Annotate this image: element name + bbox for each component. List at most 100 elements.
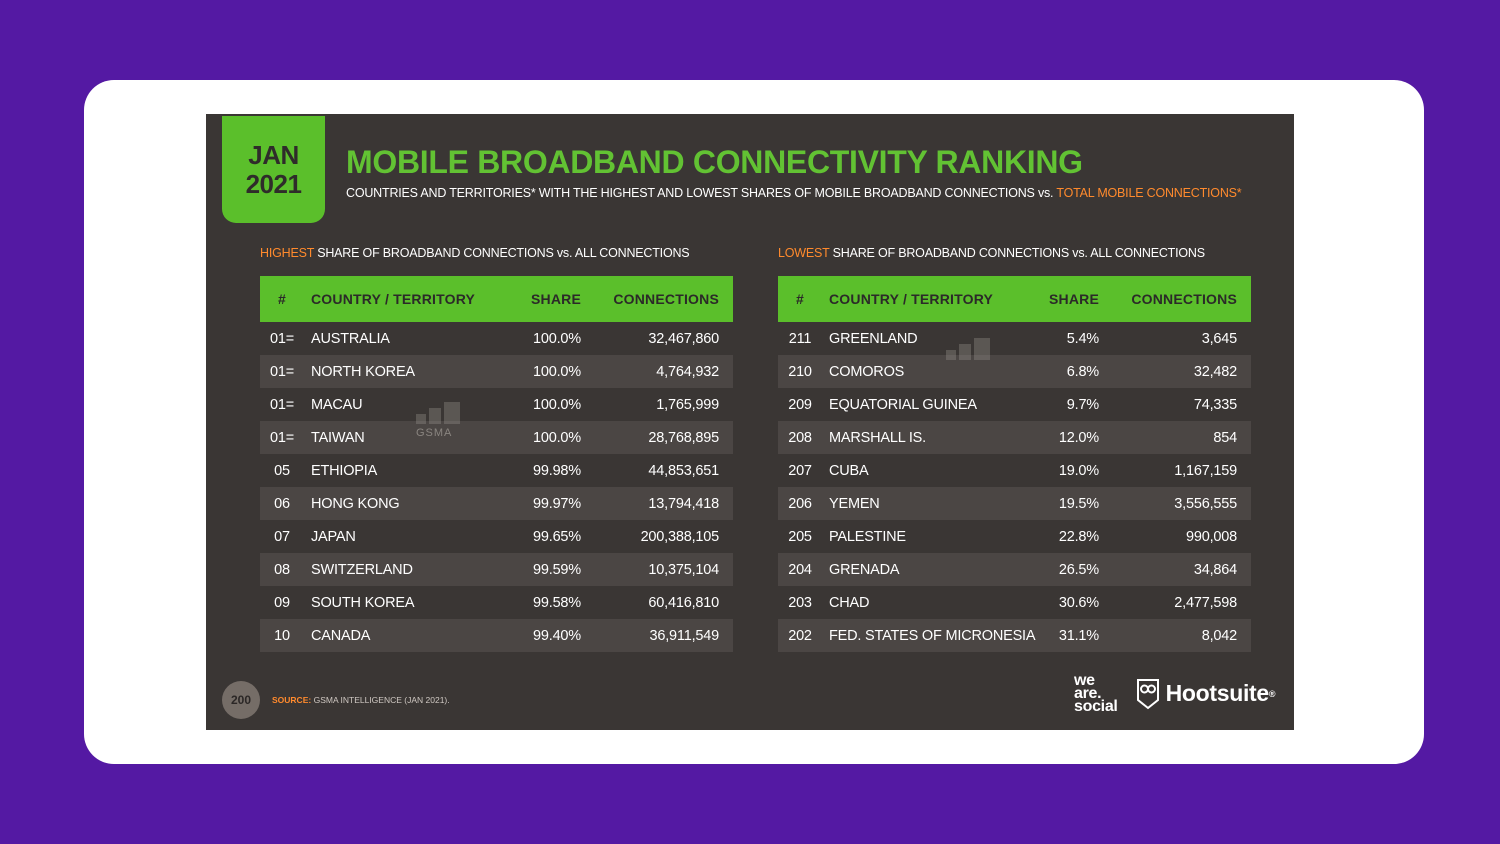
row-connections: 36,911,549	[649, 627, 720, 644]
table-row: 01= MACAU 100.0% 1,765,999	[260, 388, 733, 421]
row-country: PALESTINE	[829, 528, 906, 545]
we-are-social-word-we: we	[1074, 672, 1095, 689]
table-row: 209 EQUATORIAL GUINEA 9.7% 74,335	[778, 388, 1251, 421]
table-row: 06 HONG KONG 99.97% 13,794,418	[260, 487, 733, 520]
table-row: 207 CUBA 19.0% 1,167,159	[778, 454, 1251, 487]
owl-icon	[1136, 678, 1159, 709]
row-share: 99.65%	[533, 528, 581, 545]
row-connections: 3,645	[1201, 330, 1237, 347]
row-share: 99.40%	[533, 627, 581, 644]
lowest-label-rest: SHARE OF BROADBAND CONNECTIONS vs. ALL C…	[829, 246, 1205, 260]
header-connections: CONNECTIONS	[613, 291, 719, 307]
row-connections: 60,416,810	[648, 594, 719, 611]
gsma-watermark-icon	[946, 338, 990, 360]
row-rank: 206	[788, 495, 812, 512]
table-row: 08 SWITZERLAND 99.59% 10,375,104	[260, 553, 733, 586]
header-share: SHARE	[1048, 291, 1099, 307]
table-row: 208 MARSHALL IS. 12.0% 854	[778, 421, 1251, 454]
row-connections: 3,556,555	[1174, 495, 1237, 512]
row-country: TAIWAN	[311, 429, 365, 446]
highest-label-accent: HIGHEST	[260, 246, 314, 260]
row-connections: 8,042	[1201, 627, 1237, 644]
row-connections: 990,008	[1185, 528, 1237, 545]
row-country: MARSHALL IS.	[829, 429, 926, 446]
row-rank: 08	[274, 561, 290, 578]
brand-logos: we are. social Hootsuite ®	[1074, 672, 1276, 715]
table-row: 206 YEMEN 19.5% 3,556,555	[778, 487, 1251, 520]
row-connections: 10,375,104	[648, 561, 719, 578]
row-share: 30.6%	[1058, 594, 1099, 611]
table-row: 05 ETHIOPIA 99.98% 44,853,651	[260, 454, 733, 487]
row-rank: 01=	[270, 429, 294, 446]
row-country: CANADA	[311, 627, 371, 644]
hootsuite-logo: Hootsuite ®	[1136, 678, 1276, 710]
header-share: SHARE	[530, 291, 581, 307]
table-row: 07 JAPAN 99.65% 200,388,105	[260, 520, 733, 553]
row-share: 5.4%	[1066, 330, 1099, 347]
we-are-social-logo: we are. social	[1074, 672, 1118, 715]
row-connections: 34,864	[1193, 561, 1237, 578]
table-row: 211 GREENLAND 5.4% 3,645	[778, 322, 1251, 355]
table-row: 10 CANADA 99.40% 36,911,549	[260, 619, 733, 652]
row-share: 99.97%	[533, 495, 581, 512]
table-header: # COUNTRY / TERRITORY SHARE CONNECTIONS	[260, 276, 733, 322]
lowest-table: # COUNTRY / TERRITORY SHARE CONNECTIONS …	[778, 276, 1251, 652]
row-connections: 854	[1213, 429, 1237, 446]
row-rank: 09	[274, 594, 290, 611]
row-connections: 13,794,418	[648, 495, 719, 512]
row-connections: 32,467,860	[648, 330, 719, 347]
row-share: 99.98%	[533, 462, 581, 479]
row-share: 19.0%	[1058, 462, 1099, 479]
row-country: GREENLAND	[829, 330, 918, 347]
lowest-section-label: LOWEST SHARE OF BROADBAND CONNECTIONS vs…	[778, 246, 1205, 260]
row-country: NORTH KOREA	[311, 363, 415, 380]
table-row: 09 SOUTH KOREA 99.58% 60,416,810	[260, 586, 733, 619]
row-rank: 01=	[270, 330, 294, 347]
row-connections: 1,765,999	[656, 396, 719, 413]
row-country: CHAD	[829, 594, 870, 611]
row-rank: 06	[274, 495, 290, 512]
table-row: 01= TAIWAN 100.0% 28,768,895	[260, 421, 733, 454]
row-share: 6.8%	[1066, 363, 1099, 380]
header-rank: #	[278, 291, 286, 307]
gsma-watermark-icon	[416, 402, 460, 424]
highest-label-rest: SHARE OF BROADBAND CONNECTIONS vs. ALL C…	[313, 246, 690, 260]
row-rank: 207	[788, 462, 812, 479]
date-badge: JAN 2021	[222, 116, 325, 223]
table-row: 204 GRENADA 26.5% 34,864	[778, 553, 1251, 586]
row-rank: 208	[788, 429, 812, 446]
row-connections: 32,482	[1193, 363, 1237, 380]
source-note: SOURCE: GSMA INTELLIGENCE (JAN 2021).	[272, 695, 450, 705]
row-connections: 4,764,932	[656, 363, 719, 380]
table-row: 202 FED. STATES OF MICRONESIA 31.1% 8,042	[778, 619, 1251, 652]
row-country: ETHIOPIA	[311, 462, 378, 479]
row-share: 100.0%	[533, 330, 581, 347]
row-country: JAPAN	[311, 528, 356, 545]
row-share: 31.1%	[1058, 627, 1099, 644]
row-connections: 2,477,598	[1174, 594, 1237, 611]
row-share: 22.8%	[1058, 528, 1099, 545]
row-country: SWITZERLAND	[311, 561, 413, 578]
subtitle-main: COUNTRIES AND TERRITORIES* WITH THE HIGH…	[346, 186, 1057, 200]
highest-section-label: HIGHEST SHARE OF BROADBAND CONNECTIONS v…	[260, 246, 690, 260]
row-rank: 210	[788, 363, 812, 380]
header-rank: #	[796, 291, 804, 307]
lowest-label-accent: LOWEST	[778, 246, 830, 260]
date-year: 2021	[245, 168, 302, 199]
report-slide: JAN 2021 MOBILE BROADBAND CONNECTIVITY R…	[206, 114, 1294, 730]
we-are-social-word-are: are.	[1074, 685, 1102, 702]
source-text: GSMA INTELLIGENCE (JAN 2021).	[313, 695, 450, 705]
row-rank: 05	[274, 462, 290, 479]
row-country: HONG KONG	[311, 495, 400, 512]
row-share: 100.0%	[533, 363, 581, 380]
row-share: 100.0%	[533, 429, 581, 446]
row-share: 99.58%	[533, 594, 581, 611]
row-share: 12.0%	[1058, 429, 1099, 446]
registered-mark: ®	[1268, 688, 1276, 699]
row-share: 100.0%	[533, 396, 581, 413]
row-share: 9.7%	[1066, 396, 1099, 413]
row-rank: 07	[274, 528, 290, 545]
row-country: COMOROS	[829, 363, 905, 380]
row-country: FED. STATES OF MICRONESIA	[829, 627, 1036, 644]
row-rank: 01=	[270, 396, 294, 413]
